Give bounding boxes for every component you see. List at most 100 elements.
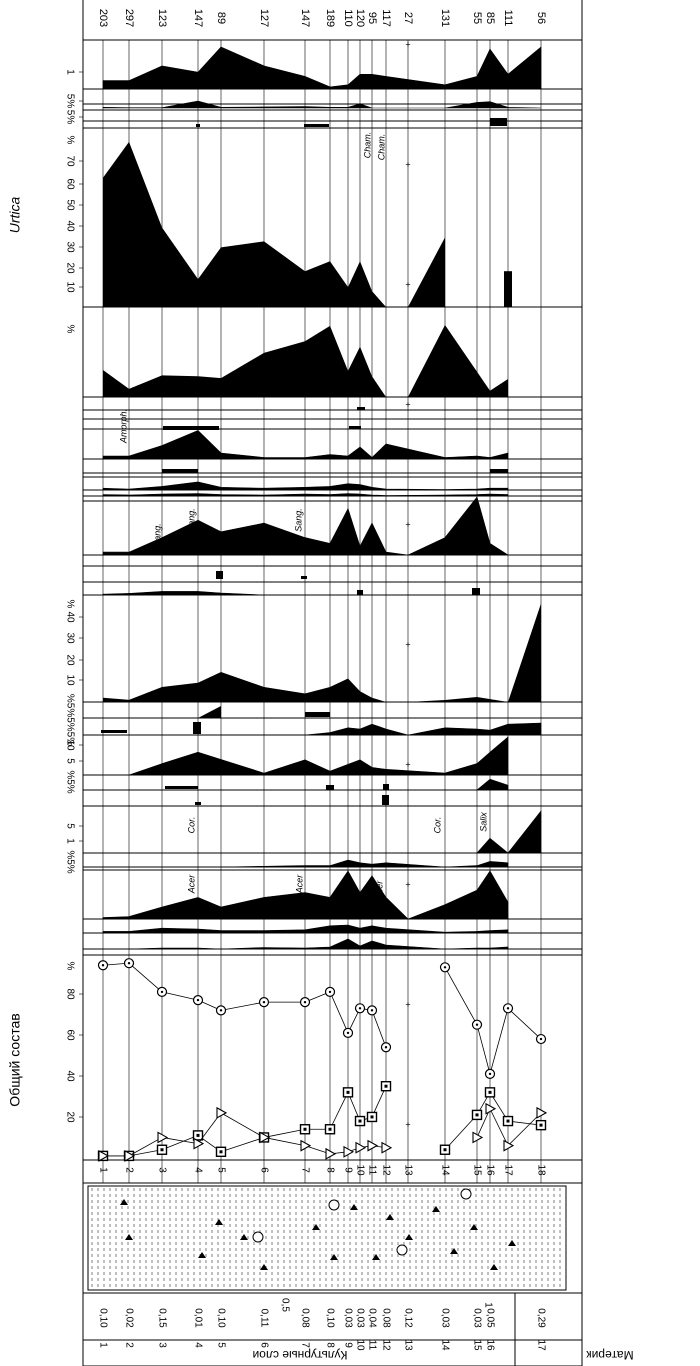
- sample-number-10: 10: [354, 1164, 365, 1176]
- scale-urtica-3: 50: [64, 199, 75, 211]
- cor-salix-silhouette-area: [103, 810, 542, 854]
- panel-1-silhouette-area: [102, 46, 542, 90]
- total-composition-chart: [97, 958, 548, 1162]
- circle-series-seg-8: [329, 991, 349, 1034]
- taxon-label-sang3: Sang.: [293, 508, 303, 532]
- p7-bar: [163, 426, 219, 430]
- lithology-nodule-1: [328, 1199, 340, 1211]
- layer-thickness-3: 0,15: [156, 1308, 167, 1328]
- panel-16-silhouette: [103, 722, 542, 736]
- layer-number-16: 16: [484, 1339, 495, 1351]
- total-composition-title: Общий состав: [7, 1013, 23, 1106]
- square-dot-4: [196, 1133, 200, 1137]
- lithology-triangle-11: [405, 1234, 413, 1240]
- square-dot-8: [328, 1127, 332, 1131]
- sample-number-3: 3: [156, 1167, 167, 1173]
- layer-thickness-11: 0,04: [366, 1308, 377, 1328]
- panel-11-silhouette: [102, 493, 509, 497]
- lithology-triangle-2: [215, 1219, 223, 1225]
- panel-14-silhouette: [102, 591, 508, 596]
- depth-mark-05: 0,5: [279, 1298, 290, 1312]
- layer-number-5: 5: [215, 1342, 226, 1348]
- urtica-area-a: [103, 141, 408, 307]
- scale-s10-0: 5: [64, 823, 75, 829]
- scale-urtica-7: 10: [64, 281, 75, 293]
- lithology-triangle-15: [490, 1264, 498, 1270]
- lithology-triangle-8: [350, 1204, 358, 1210]
- taxa-panels: [101, 46, 542, 950]
- square-dot-15: [475, 1113, 479, 1117]
- layer-number-1: 1: [97, 1342, 108, 1348]
- lithology-triangle-1: [125, 1234, 133, 1240]
- triangle-series-seg-3: [161, 1137, 199, 1144]
- layer-number-2: 2: [123, 1342, 134, 1348]
- sample-number-14: 14: [439, 1164, 450, 1176]
- square-dot-3: [160, 1148, 164, 1152]
- circle-series-seg-11: [371, 1010, 387, 1048]
- scale-s10-1: 1: [64, 838, 75, 844]
- sang-silhouette-area: [102, 496, 510, 556]
- triangle-point-1: [98, 1149, 110, 1162]
- lithology-nodule-2: [396, 1244, 408, 1256]
- triangle-point-15: [472, 1131, 484, 1144]
- sample-number-6: 6: [258, 1167, 269, 1173]
- layer-thickness-14: 0,03: [439, 1308, 450, 1328]
- square-series-seg-3: [161, 1135, 199, 1151]
- panel-3-bar-b: [490, 118, 507, 126]
- scale-urtica-1: 70: [64, 155, 75, 167]
- sample-13-cross: +: [405, 39, 410, 49]
- triangle-point-2: [124, 1149, 136, 1162]
- sample-number-13: 13: [402, 1164, 413, 1176]
- layer-thickness-9: 0,03: [342, 1308, 353, 1328]
- cor-salix-silhouette: [103, 810, 542, 854]
- urtica-area-b: [408, 237, 445, 307]
- layer-number-3: 3: [156, 1342, 167, 1348]
- count-label-2: 297: [123, 9, 135, 27]
- scale-s7-0: %5%5%5%: [64, 694, 75, 746]
- acer-silhouette-area: [102, 870, 509, 920]
- panel-21-silhouette: [103, 859, 509, 868]
- p9-bar-b: [490, 469, 508, 473]
- taxon-label-cham2: Cham.: [376, 134, 386, 161]
- scale-s9-0: %5%: [64, 770, 75, 793]
- sample-number-7: 7: [299, 1167, 310, 1173]
- triangle-point-4: [193, 1137, 205, 1150]
- sample-number-17: 17: [502, 1164, 513, 1176]
- circle-dot-11: [370, 1009, 374, 1012]
- count-label-14: 131: [439, 9, 451, 27]
- lithology-triangle-9: [372, 1254, 380, 1260]
- layer-thickness-17: 0,29: [535, 1308, 546, 1328]
- scale-urtica-4: 40: [64, 220, 75, 232]
- taxon-label-acer3: Acer: [374, 880, 384, 901]
- circle-dot-17: [506, 1007, 510, 1010]
- square-dot-17: [506, 1119, 510, 1123]
- count-label-7: 147: [299, 9, 311, 27]
- scale-s1-0: 1: [64, 69, 75, 75]
- panel-23-silhouette: [102, 924, 509, 934]
- urtica-panel: [103, 141, 512, 307]
- taxon-label-amorph: Amorph.: [118, 409, 128, 444]
- square-series-seg-17: [507, 1120, 542, 1126]
- circle-series-seg-2: [128, 962, 163, 993]
- sample-number-15: 15: [471, 1164, 482, 1176]
- scale-s6-0: %: [64, 600, 75, 609]
- count-label-4: 147: [192, 9, 204, 27]
- taxon-label-cham1: Cham.: [362, 132, 372, 159]
- p15-bar: [305, 712, 330, 717]
- lithology-nodule-0: [252, 1231, 264, 1243]
- scale-s6-1: 40: [64, 611, 75, 623]
- layer-thickness-6: 0,11: [258, 1309, 269, 1328]
- lithology-triangle-14: [470, 1224, 478, 1230]
- circle-dot-18: [539, 1037, 543, 1041]
- scale-s6-3: 20: [64, 654, 75, 666]
- p16-mark: [193, 722, 201, 734]
- triangle-point-16: [485, 1102, 497, 1115]
- sample-13-cross: +: [405, 999, 410, 1009]
- square-dot-11: [370, 1115, 374, 1119]
- layer-number-11: 11: [366, 1340, 377, 1351]
- scale-urtica-5: 30: [64, 241, 75, 253]
- triangle-series-seg-5: [220, 1112, 265, 1138]
- triangle-point-17: [503, 1139, 515, 1152]
- scale-s6-4: 10: [64, 674, 75, 686]
- circle-dot-8: [328, 990, 332, 994]
